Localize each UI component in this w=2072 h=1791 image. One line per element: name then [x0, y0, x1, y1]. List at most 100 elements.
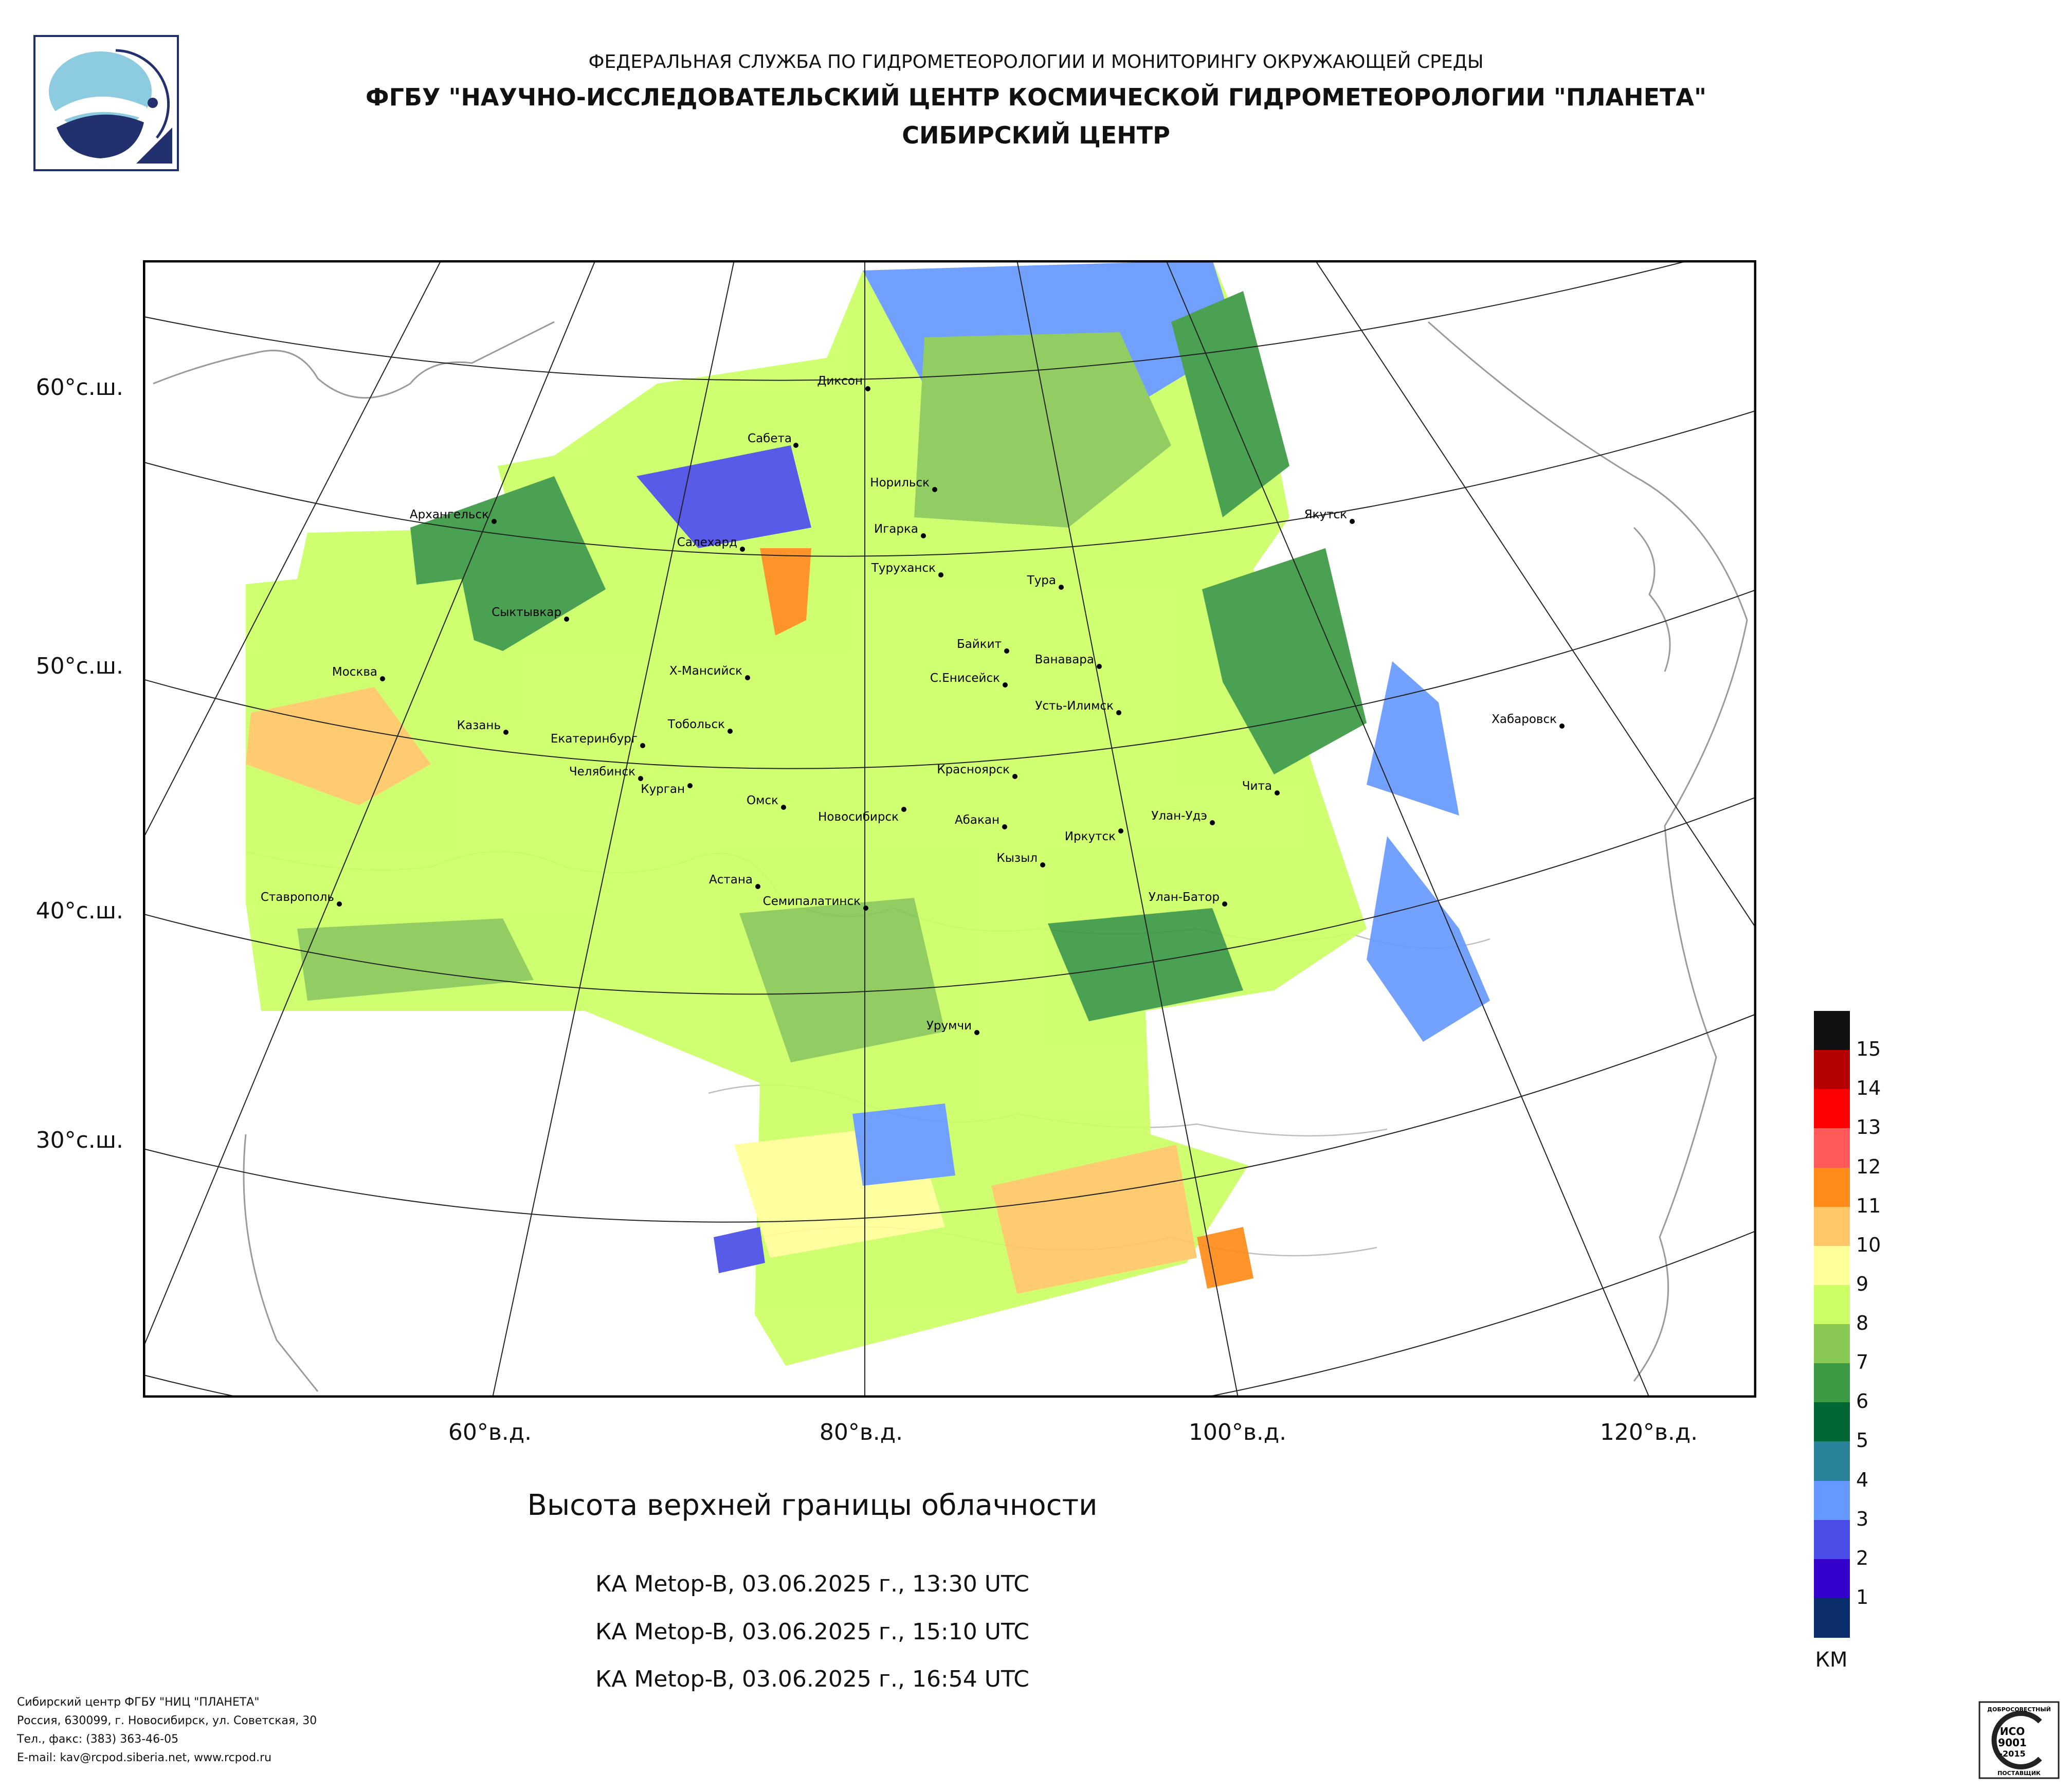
satellite-pass-1: КА Metop-B, 03.06.2025 г., 13:30 UTC: [595, 1571, 1029, 1597]
lon-label-120: 120°в.д.: [1600, 1419, 1698, 1445]
legend-label: 7: [1856, 1351, 1869, 1374]
header-agency: ФЕДЕРАЛЬНАЯ СЛУЖБА ПО ГИДРОМЕТЕОРОЛОГИИ …: [588, 51, 1484, 73]
legend-swatch: [1814, 1245, 1850, 1286]
legend-swatch: [1814, 1285, 1850, 1325]
legend-label: 11: [1856, 1194, 1881, 1217]
city-norilsk: Норильск: [870, 476, 930, 490]
city-urumqi: Урумчи: [926, 1019, 972, 1033]
height-legend: [1814, 1011, 1850, 1638]
city-syktyvkar: Сыктывкар: [492, 606, 561, 619]
city-khanty-mansiysk: Х-Мансийск: [669, 664, 742, 678]
city-ulan-ude: Улан-Удэ: [1151, 809, 1207, 823]
coastlines: [153, 321, 1748, 1392]
legend-label: 9: [1856, 1272, 1869, 1295]
cloud-top-height-map: Диксон Сабета Норильск Архангельск Салех…: [143, 260, 1756, 1398]
city-yakutsk: Якутск: [1304, 508, 1348, 521]
lon-label-80: 80°в.д.: [819, 1419, 903, 1445]
legend-label: 4: [1856, 1468, 1869, 1491]
legend-swatch: [1814, 1089, 1850, 1129]
city-ekaterinburg: Екатеринбург: [551, 732, 638, 746]
lat-label-50: 50°с.ш.: [35, 653, 123, 679]
legend-swatch: [1814, 1402, 1850, 1442]
legend-label: 13: [1856, 1116, 1881, 1139]
legend-label: 15: [1856, 1038, 1881, 1061]
legend-swatch: [1814, 1441, 1850, 1481]
legend-label: 14: [1856, 1077, 1881, 1100]
legend-label: 10: [1856, 1233, 1881, 1256]
city-abakan: Абакан: [955, 813, 999, 827]
planeta-logo: [33, 35, 179, 171]
cloud-swath: [246, 260, 1490, 1366]
city-kyzyl: Кызыл: [996, 852, 1038, 865]
city-baikit: Байкит: [957, 638, 1002, 651]
city-moscow: Москва: [332, 665, 377, 679]
city-chelyabinsk: Челябинск: [569, 765, 635, 779]
lon-label-100: 100°в.д.: [1188, 1419, 1287, 1445]
legend-swatch: [1814, 1559, 1850, 1599]
legend-swatch: [1814, 1128, 1850, 1168]
city-novosibirsk: Новосибирск: [818, 810, 899, 824]
city-omsk: Омск: [747, 794, 778, 807]
city-salekhard: Салехард: [677, 536, 737, 549]
legend-label: 6: [1856, 1390, 1869, 1413]
legend-swatch: [1814, 1519, 1850, 1560]
city-ulan-bator: Улан-Батор: [1149, 891, 1220, 904]
city-dikson: Диксон: [817, 374, 863, 388]
city-semipalatinsk: Семипалатинск: [763, 895, 861, 908]
city-tobolsk: Тобольск: [667, 718, 725, 731]
footer-address: Россия, 630099, г. Новосибирск, ул. Сове…: [17, 1714, 317, 1727]
city-khabarovsk: Хабаровск: [1492, 713, 1557, 726]
city-irkutsk: Иркутск: [1065, 830, 1116, 843]
stamp-top-text: ДОБРОСОВЕСТНЫЙ: [1987, 1706, 2051, 1713]
city-tura: Тура: [1027, 574, 1056, 587]
city-s-eniseysk: С.Енисейск: [930, 672, 1000, 685]
legend-swatch: [1814, 1363, 1850, 1403]
city-chita: Чита: [1242, 780, 1272, 793]
legend-unit: КМ: [1815, 1648, 1848, 1672]
stamp-2015: -2015: [1999, 1749, 2025, 1759]
satellite-pass-2: КА Metop-B, 03.06.2025 г., 15:10 UTC: [595, 1619, 1029, 1645]
legend-label: 1: [1856, 1585, 1869, 1608]
stamp-bottom-text: ПОСТАВЩИК: [1997, 1770, 2041, 1777]
footer-org: Сибирский центр ФГБУ "НИЦ "ПЛАНЕТА": [17, 1696, 260, 1709]
lat-label-40: 40°с.ш.: [35, 898, 123, 924]
city-turukhansk: Туруханск: [871, 562, 936, 575]
stamp-9001: 9001: [1998, 1736, 2027, 1749]
header-institute: ФГБУ "НАУЧНО-ИССЛЕДОВАТЕЛЬСКИЙ ЦЕНТР КОС…: [366, 83, 1706, 111]
legend-label: 2: [1856, 1546, 1869, 1569]
city-sabeta: Сабета: [748, 432, 792, 445]
legend-swatch: [1814, 1480, 1850, 1521]
legend-swatch: [1814, 1050, 1850, 1090]
legend-label: 5: [1856, 1429, 1869, 1452]
city-stavropol: Ставрополь: [261, 891, 334, 904]
city-igarka: Игарка: [874, 522, 918, 536]
satellite-pass-3: КА Metop-B, 03.06.2025 г., 16:54 UTC: [595, 1666, 1029, 1692]
map-frame: [143, 260, 1756, 1398]
footer-phone: Тел., факс: (383) 363-46-05: [17, 1733, 179, 1746]
legend-label: 12: [1856, 1155, 1881, 1178]
legend-swatch: [1814, 1206, 1850, 1246]
city-astana: Астана: [709, 873, 753, 887]
city-markers: Диксон Сабета Норильск Архангельск Салех…: [261, 374, 1565, 1035]
city-arkhangelsk: Архангельск: [410, 508, 489, 521]
city-kazan: Казань: [457, 719, 501, 732]
legend-label: 3: [1856, 1507, 1869, 1530]
city-ust-ilimsk: Усть-Илимск: [1035, 699, 1114, 713]
legend-swatch: [1814, 1167, 1850, 1207]
graticule: [143, 260, 1756, 1398]
stamp-iso: ИСО: [2000, 1725, 2025, 1738]
city-kurgan: Курган: [641, 783, 685, 796]
lon-label-60: 60°в.д.: [448, 1419, 532, 1445]
legend-swatch: [1814, 1011, 1850, 1051]
legend-swatch: [1814, 1324, 1850, 1364]
iso-9001-stamp: ДОБРОСОВЕСТНЫЙ ИСО 9001 -2015 ПОСТАВЩИК: [1978, 1701, 2060, 1779]
legend-swatch: [1814, 1598, 1850, 1638]
city-vanavara: Ванавара: [1035, 653, 1094, 666]
footer-email: E-mail: kav@rcpod.siberia.net, www.rcpod…: [17, 1751, 272, 1764]
legend-label: 8: [1856, 1312, 1869, 1334]
map-title: Высота верхней границы облачности: [527, 1489, 1098, 1522]
city-krasnoyarsk: Красноярск: [937, 763, 1010, 776]
header-center: СИБИРСКИЙ ЦЕНТР: [902, 121, 1170, 149]
lat-label-30: 30°с.ш.: [35, 1127, 123, 1153]
lat-label-60: 60°с.ш.: [35, 374, 123, 401]
